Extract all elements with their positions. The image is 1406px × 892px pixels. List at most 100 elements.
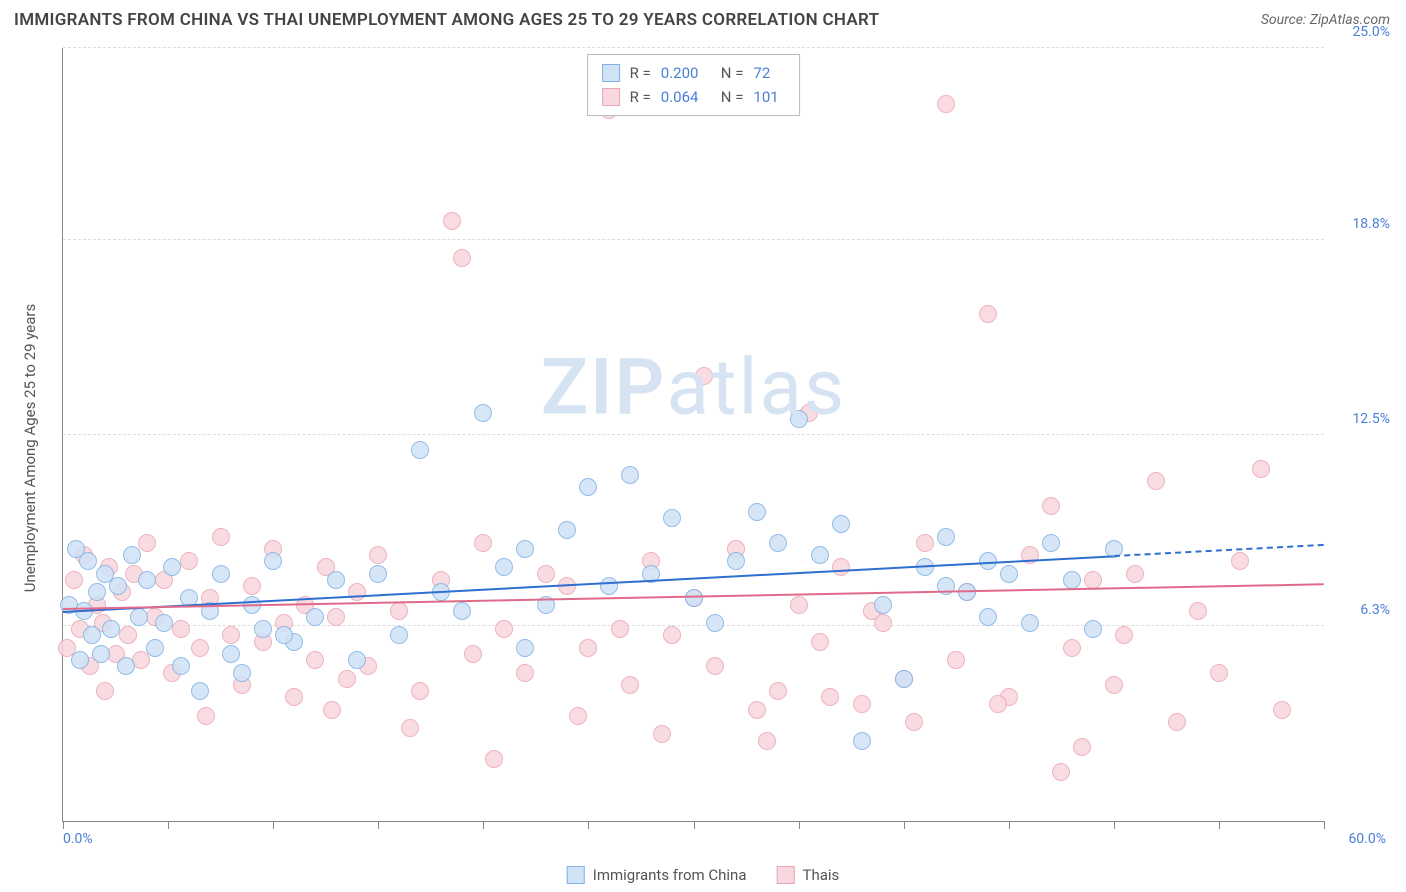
data-point: [937, 528, 955, 546]
data-point: [233, 664, 251, 682]
data-point: [653, 725, 671, 743]
data-point: [832, 558, 850, 576]
correlation-legend: R =0.200N =72R =0.064N =101: [587, 54, 801, 116]
data-point: [706, 614, 724, 632]
data-point: [905, 713, 923, 731]
r-label: R =: [630, 61, 651, 85]
data-point: [163, 558, 181, 576]
watermark-part1: ZIP: [541, 343, 667, 434]
data-point: [264, 552, 282, 570]
data-point: [516, 664, 534, 682]
data-point: [123, 546, 141, 564]
data-point: [222, 645, 240, 663]
legend-item: Thais: [777, 866, 840, 884]
x-tick: [694, 821, 695, 829]
data-point: [212, 528, 230, 546]
r-label: R =: [630, 85, 651, 109]
data-point: [621, 466, 639, 484]
data-point: [495, 558, 513, 576]
data-point: [285, 688, 303, 706]
data-point: [748, 503, 766, 521]
series-legend: Immigrants from ChinaThais: [567, 866, 840, 884]
data-point: [685, 589, 703, 607]
data-point: [821, 688, 839, 706]
y-tick-label: 6.3%: [1330, 602, 1390, 618]
n-label: N =: [721, 61, 744, 85]
data-point: [138, 571, 156, 589]
data-point: [197, 707, 215, 725]
data-point: [495, 620, 513, 638]
legend-label: Thais: [803, 866, 840, 884]
data-point: [180, 552, 198, 570]
data-point: [947, 651, 965, 669]
data-point: [1073, 738, 1091, 756]
data-point: [338, 670, 356, 688]
data-point: [117, 657, 135, 675]
data-point: [254, 620, 272, 638]
data-point: [348, 651, 366, 669]
x-tick: [168, 821, 169, 829]
data-point: [1063, 571, 1081, 589]
data-point: [1000, 565, 1018, 583]
legend-row: R =0.200N =72: [602, 61, 786, 85]
data-point: [79, 552, 97, 570]
data-point: [390, 626, 408, 644]
data-point: [1147, 472, 1165, 490]
data-point: [895, 670, 913, 688]
data-point: [748, 701, 766, 719]
data-point: [811, 633, 829, 651]
data-point: [464, 645, 482, 663]
data-point: [1042, 534, 1060, 552]
plot-area: ZIPatlas R =0.200N =72R =0.064N =101 0.0…: [62, 48, 1324, 822]
data-point: [92, 645, 110, 663]
data-point: [790, 596, 808, 614]
data-point: [1273, 701, 1291, 719]
data-point: [611, 620, 629, 638]
data-point: [323, 701, 341, 719]
data-point: [155, 614, 173, 632]
data-point: [579, 478, 597, 496]
data-point: [989, 695, 1007, 713]
x-tick: [1219, 821, 1220, 829]
data-point: [579, 639, 597, 657]
data-point: [853, 732, 871, 750]
data-point: [769, 534, 787, 552]
chart-header: IMMIGRANTS FROM CHINA VS THAI UNEMPLOYME…: [0, 0, 1406, 36]
data-point: [1231, 552, 1249, 570]
data-point: [243, 577, 261, 595]
data-point: [621, 676, 639, 694]
data-point: [1084, 620, 1102, 638]
data-point: [1252, 460, 1270, 478]
x-axis-min-label: 0.0%: [63, 831, 93, 847]
data-point: [600, 577, 618, 595]
r-value: 0.064: [661, 85, 711, 109]
data-point: [348, 583, 366, 601]
data-point: [212, 565, 230, 583]
data-point: [138, 534, 156, 552]
data-point: [1063, 639, 1081, 657]
x-tick: [273, 821, 274, 829]
data-point: [191, 682, 209, 700]
x-tick: [378, 821, 379, 829]
data-point: [411, 682, 429, 700]
data-point: [485, 750, 503, 768]
chart-title: IMMIGRANTS FROM CHINA VS THAI UNEMPLOYME…: [14, 10, 879, 30]
data-point: [222, 626, 240, 644]
data-point: [874, 596, 892, 614]
data-point: [275, 626, 293, 644]
legend-swatch: [602, 88, 620, 106]
x-tick: [483, 821, 484, 829]
legend-swatch: [602, 64, 620, 82]
data-point: [411, 441, 429, 459]
data-point: [96, 682, 114, 700]
data-point: [327, 571, 345, 589]
x-tick: [588, 821, 589, 829]
data-point: [811, 546, 829, 564]
data-point: [769, 682, 787, 700]
data-point: [937, 95, 955, 113]
data-point: [146, 639, 164, 657]
x-tick: [1009, 821, 1010, 829]
data-point: [558, 521, 576, 539]
x-tick: [904, 821, 905, 829]
data-point: [853, 695, 871, 713]
